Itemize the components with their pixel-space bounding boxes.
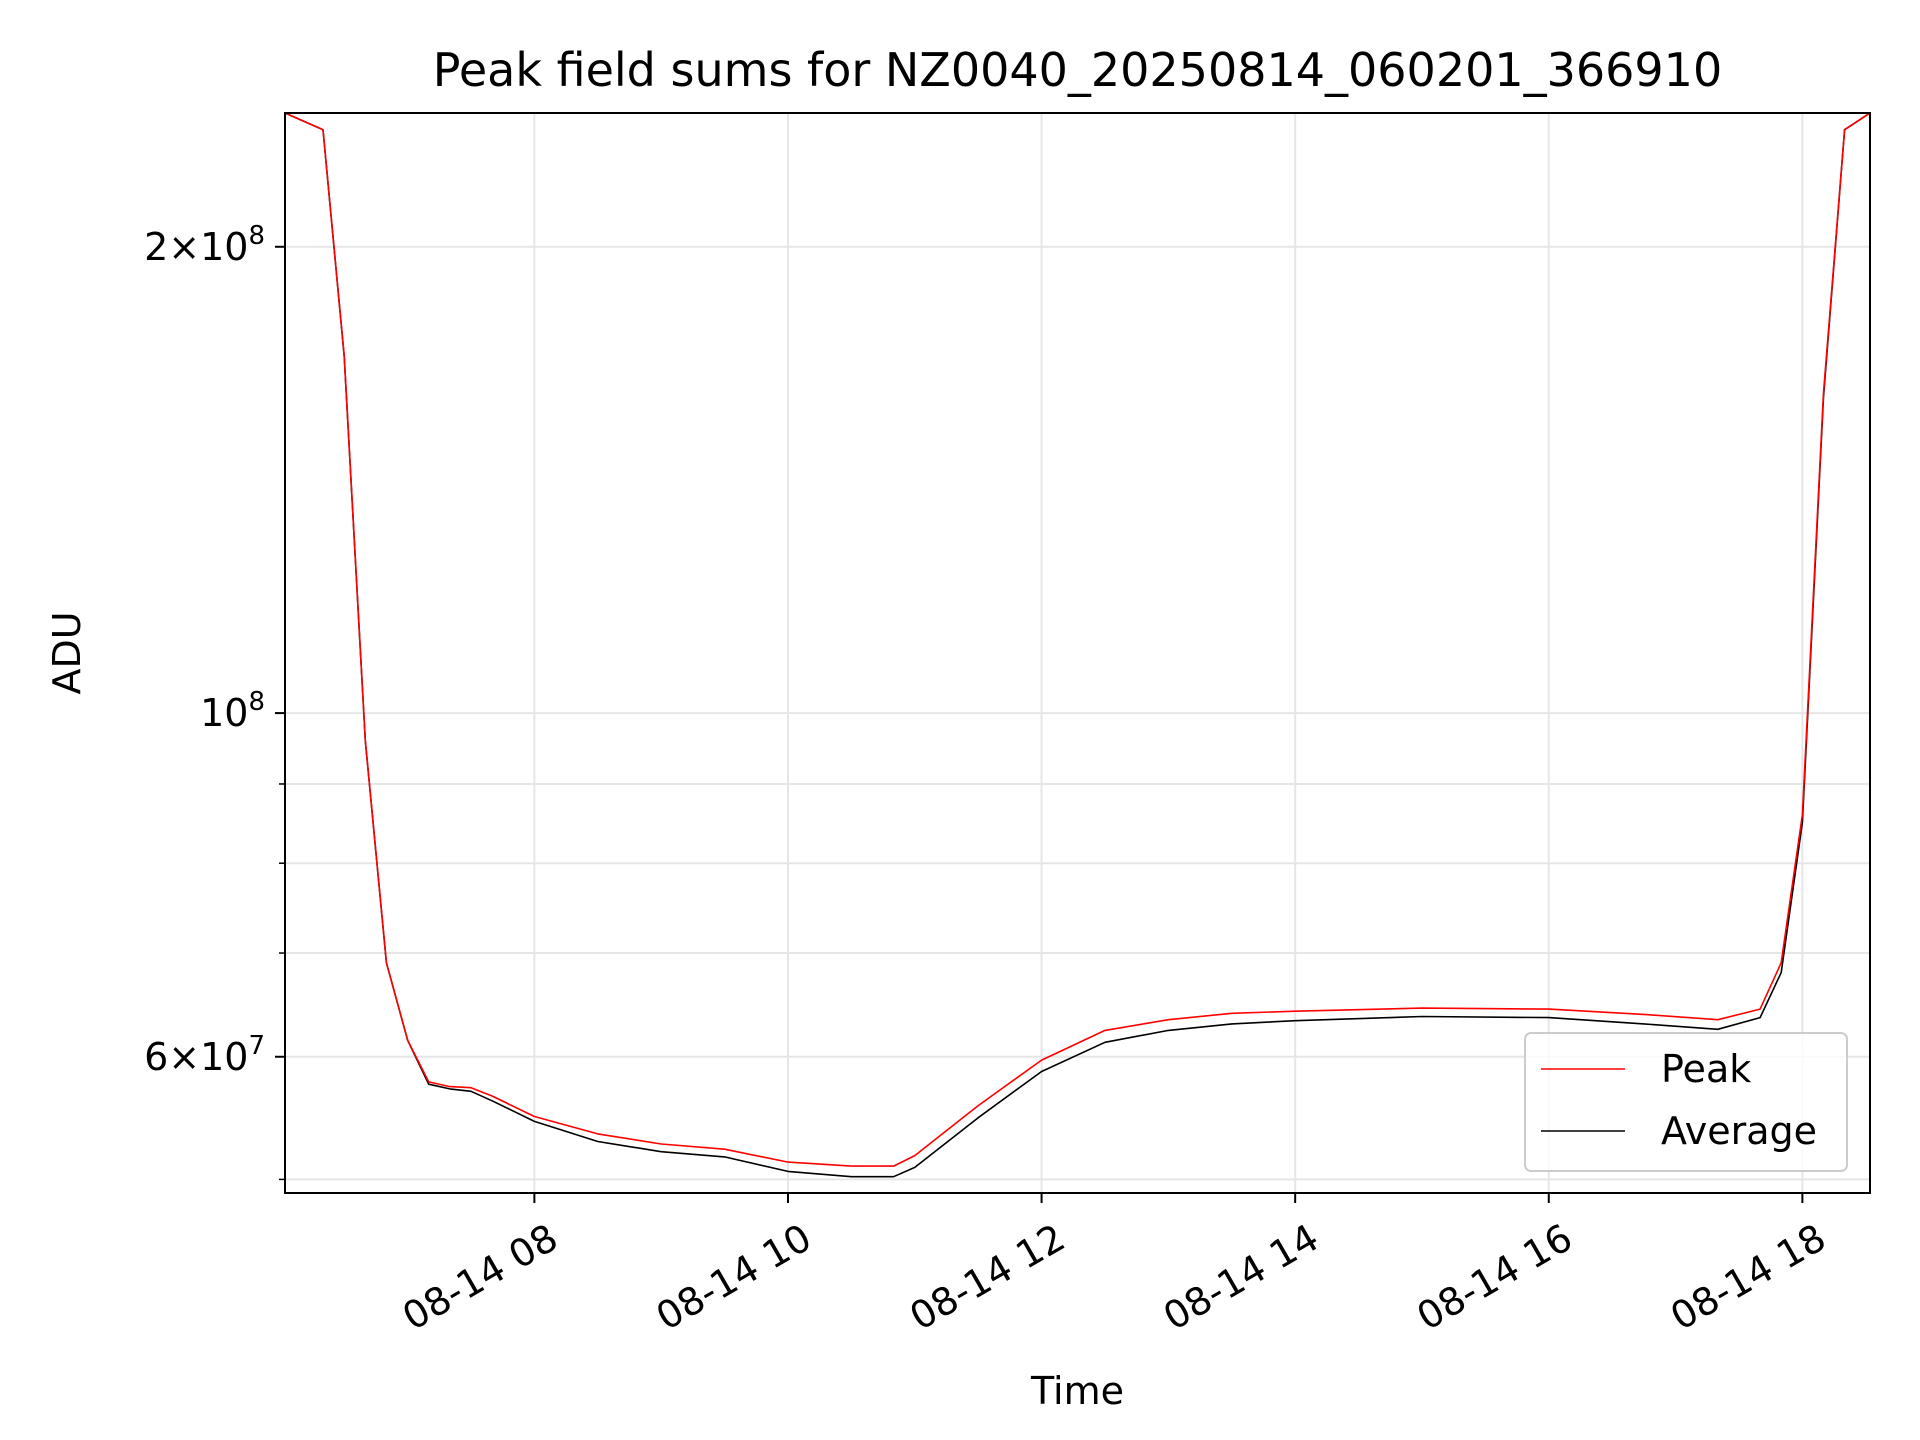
series-line-peak (285, 113, 1870, 1167)
legend-box (1524, 1032, 1848, 1172)
legend-label-peak: Peak (1661, 1047, 1751, 1091)
y-tick-label: 2×108 (144, 221, 265, 269)
y-axis-label: ADU (45, 611, 89, 694)
legend: Peak Average (1524, 1032, 1848, 1172)
grid (285, 113, 1870, 1193)
axes-frame (284, 112, 1871, 1194)
x-axis-label: Time (1030, 1369, 1124, 1413)
legend-label-average: Average (1661, 1109, 1817, 1153)
series-group (285, 113, 1870, 1178)
y-tick-label: 6×107 (144, 1031, 265, 1079)
y-tick-label: 108 (200, 687, 265, 735)
chart-title: Peak field sums for NZ0040_20250814_0602… (433, 43, 1722, 97)
plot-area (285, 113, 1870, 1178)
